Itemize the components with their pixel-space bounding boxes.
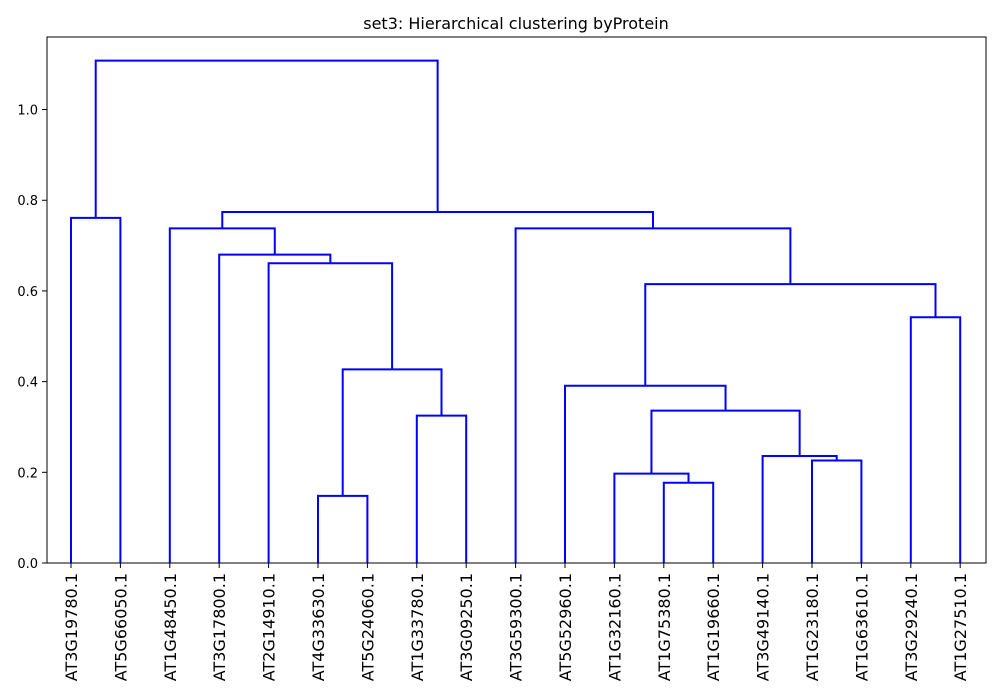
leaf-label: AT1G19660.1 [704,573,723,681]
y-tick-label: 0.0 [17,557,38,572]
leaf-label: AT3G29240.1 [902,573,921,681]
leaf-label: AT1G32160.1 [605,573,624,681]
leaf-label: AT1G48450.1 [161,573,180,681]
branch-c16 [70,216,122,563]
leaf-label: AT3G09250.1 [457,573,476,681]
branch-c3 [613,472,690,563]
branch-c6 [415,414,468,563]
branch-c17 [221,211,654,229]
branch-c9 [341,368,443,496]
leaf-label: AT1G33780.1 [408,573,427,681]
branch-c11 [644,283,937,386]
branch-c1 [317,494,369,563]
chart-title: set3: Hierarchical clustering byProtein [363,14,669,33]
y-tick-label: 0.4 [17,376,38,391]
branch-c14 [168,227,276,563]
leaf-label: AT5G24060.1 [358,573,377,681]
leaf-label: AT1G27510.1 [951,573,970,681]
branch-c2 [662,481,715,563]
leaf-label: AT3G19780.1 [62,573,81,681]
leaf-label: AT1G75380.1 [655,573,674,681]
branch-c5 [761,454,838,563]
x-axis: AT3G19780.1 AT5G66050.1 AT1G48450.1 AT3G178… [62,563,970,681]
leaf-label: AT5G52960.1 [556,573,575,681]
dendrogram-branches [70,59,962,563]
y-tick-label: 0.2 [17,466,38,481]
y-axis: 0.0 0.2 0.4 0.6 0.8 1.0 [17,104,47,572]
leaf-label: AT3G17800.1 [210,573,229,681]
branch-c18 [94,59,439,218]
leaf-label: AT4G33630.1 [309,573,328,681]
y-tick-label: 0.6 [17,285,38,300]
branch-c7 [650,409,801,474]
leaf-label: AT3G49140.1 [754,573,773,681]
leaf-label: AT1G63610.1 [852,573,871,681]
branch-c12 [267,262,394,563]
branch-c10 [909,316,962,563]
leaf-label: AT2G14910.1 [260,573,279,681]
branch-c8 [564,384,727,563]
leaf-label: AT5G66050.1 [111,573,130,681]
plot-frame [46,36,987,564]
leaf-label: AT1G23180.1 [803,573,822,681]
y-tick-label: 1.0 [17,104,38,119]
branch-c15 [514,227,792,563]
leaf-label: AT3G59300.1 [507,573,526,681]
branch-c13 [218,253,332,563]
y-tick-label: 0.8 [17,194,38,209]
branch-c4 [811,459,863,563]
